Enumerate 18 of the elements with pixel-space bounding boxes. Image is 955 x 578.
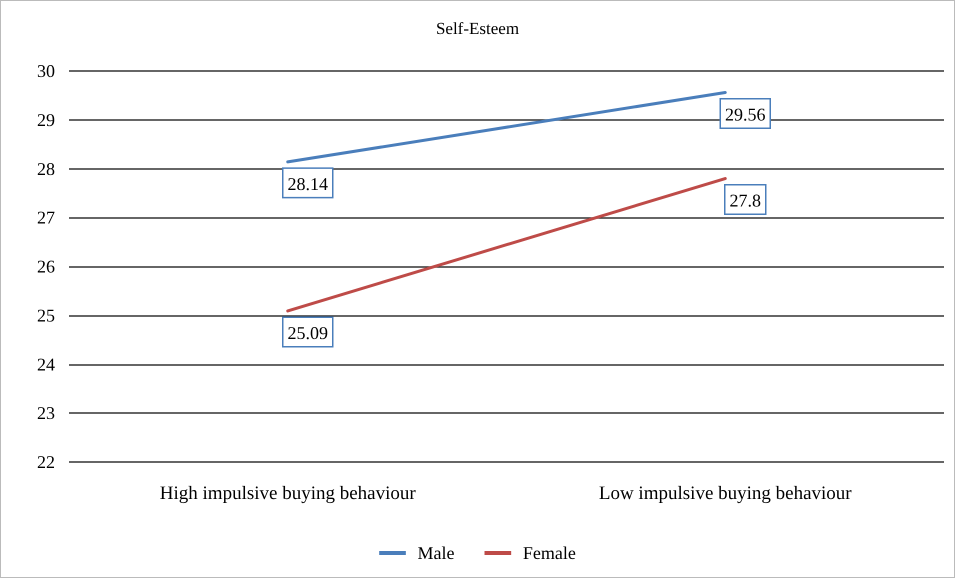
chart-title: Self-Esteem xyxy=(436,19,520,38)
y-tick-label: 22 xyxy=(37,452,55,472)
data-label: 27.8 xyxy=(730,190,761,211)
x-tick-label: High impulsive buying behaviour xyxy=(160,483,416,504)
legend-label: Female xyxy=(522,543,576,563)
legend-label: Male xyxy=(418,543,455,563)
data-label: 25.09 xyxy=(288,322,328,343)
y-tick-label: 27 xyxy=(37,208,55,228)
y-tick-label: 29 xyxy=(37,110,55,130)
data-label: 29.56 xyxy=(725,104,766,125)
y-tick-label: 24 xyxy=(37,354,55,374)
y-tick-label: 26 xyxy=(37,256,55,276)
y-tick-label: 25 xyxy=(37,305,55,326)
y-tick-label: 28 xyxy=(37,158,55,179)
x-tick-label: Low impulsive buying behaviour xyxy=(598,483,852,504)
y-tick-label: 23 xyxy=(37,403,55,424)
y-tick-label: 30 xyxy=(37,61,55,81)
data-label: 28.14 xyxy=(288,174,328,194)
